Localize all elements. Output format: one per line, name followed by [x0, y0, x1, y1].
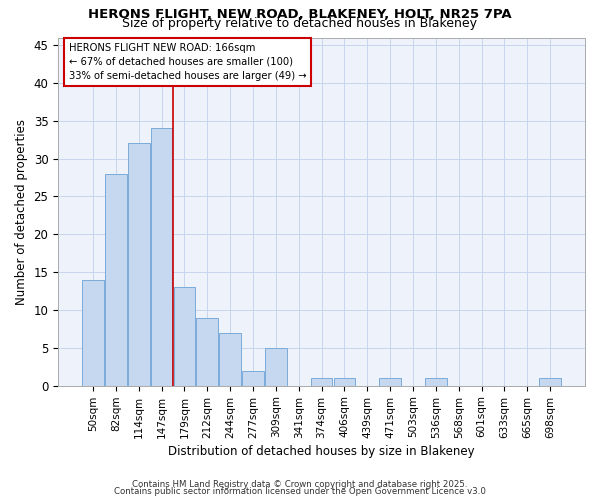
Text: Size of property relative to detached houses in Blakeney: Size of property relative to detached ho…	[122, 18, 478, 30]
Bar	[219, 332, 241, 386]
Bar	[379, 378, 401, 386]
Bar	[311, 378, 332, 386]
Y-axis label: Number of detached properties: Number of detached properties	[15, 118, 28, 304]
Bar	[425, 378, 447, 386]
Text: Contains HM Land Registry data © Crown copyright and database right 2025.: Contains HM Land Registry data © Crown c…	[132, 480, 468, 489]
Bar	[334, 378, 355, 386]
Bar	[173, 288, 195, 386]
Bar	[242, 370, 264, 386]
X-axis label: Distribution of detached houses by size in Blakeney: Distribution of detached houses by size …	[168, 444, 475, 458]
Bar	[105, 174, 127, 386]
Bar	[265, 348, 287, 386]
Bar	[151, 128, 172, 386]
Bar	[82, 280, 104, 386]
Text: HERONS FLIGHT, NEW ROAD, BLAKENEY, HOLT, NR25 7PA: HERONS FLIGHT, NEW ROAD, BLAKENEY, HOLT,…	[88, 8, 512, 20]
Bar	[539, 378, 561, 386]
Text: Contains public sector information licensed under the Open Government Licence v3: Contains public sector information licen…	[114, 487, 486, 496]
Bar	[128, 144, 149, 386]
Bar	[196, 318, 218, 386]
Text: HERONS FLIGHT NEW ROAD: 166sqm
← 67% of detached houses are smaller (100)
33% of: HERONS FLIGHT NEW ROAD: 166sqm ← 67% of …	[68, 42, 307, 80]
